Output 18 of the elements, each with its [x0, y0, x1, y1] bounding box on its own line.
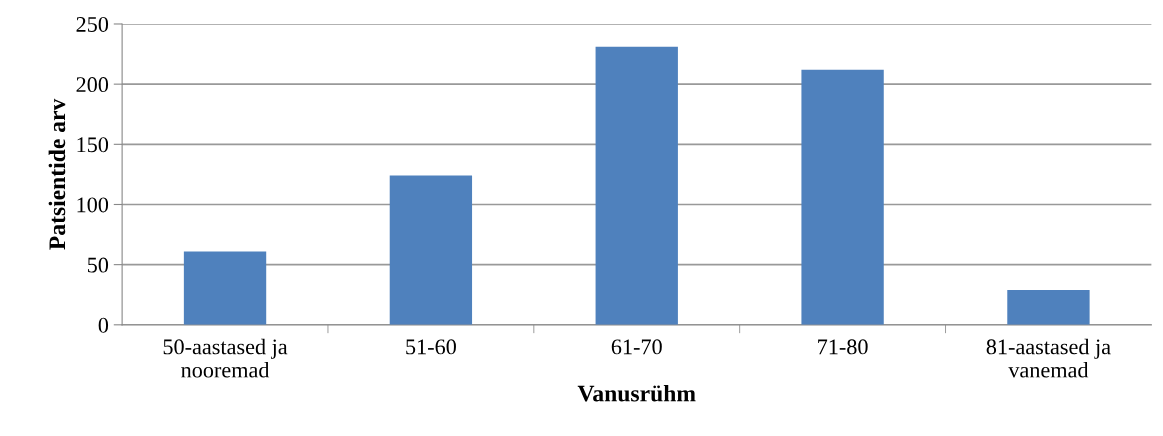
bar: [801, 69, 884, 325]
y-tick-label: 250: [76, 16, 109, 32]
x-tick-label: 81-aastased ja vanemad: [986, 338, 1111, 378]
bar: [183, 251, 267, 325]
y-tick-label: 150: [77, 137, 109, 153]
y-axis-title: Patsientide arv: [48, 98, 66, 250]
y-tick-label: 200: [76, 77, 109, 93]
bar: [595, 46, 678, 325]
bar: [1007, 289, 1090, 325]
x-tick-label: 61-70: [611, 339, 662, 355]
x-tick-label: 51-60: [406, 339, 456, 355]
bar: [389, 175, 473, 325]
y-tick-label: 50: [87, 257, 109, 273]
x-axis-title: Vanusrühm: [577, 384, 696, 402]
x-tick-label: 50-aastased ja nooremad: [163, 338, 288, 378]
y-tick-label: 0: [98, 317, 109, 333]
y-tick-label: 100: [77, 197, 109, 213]
x-tick-label: 71-80: [818, 339, 868, 355]
